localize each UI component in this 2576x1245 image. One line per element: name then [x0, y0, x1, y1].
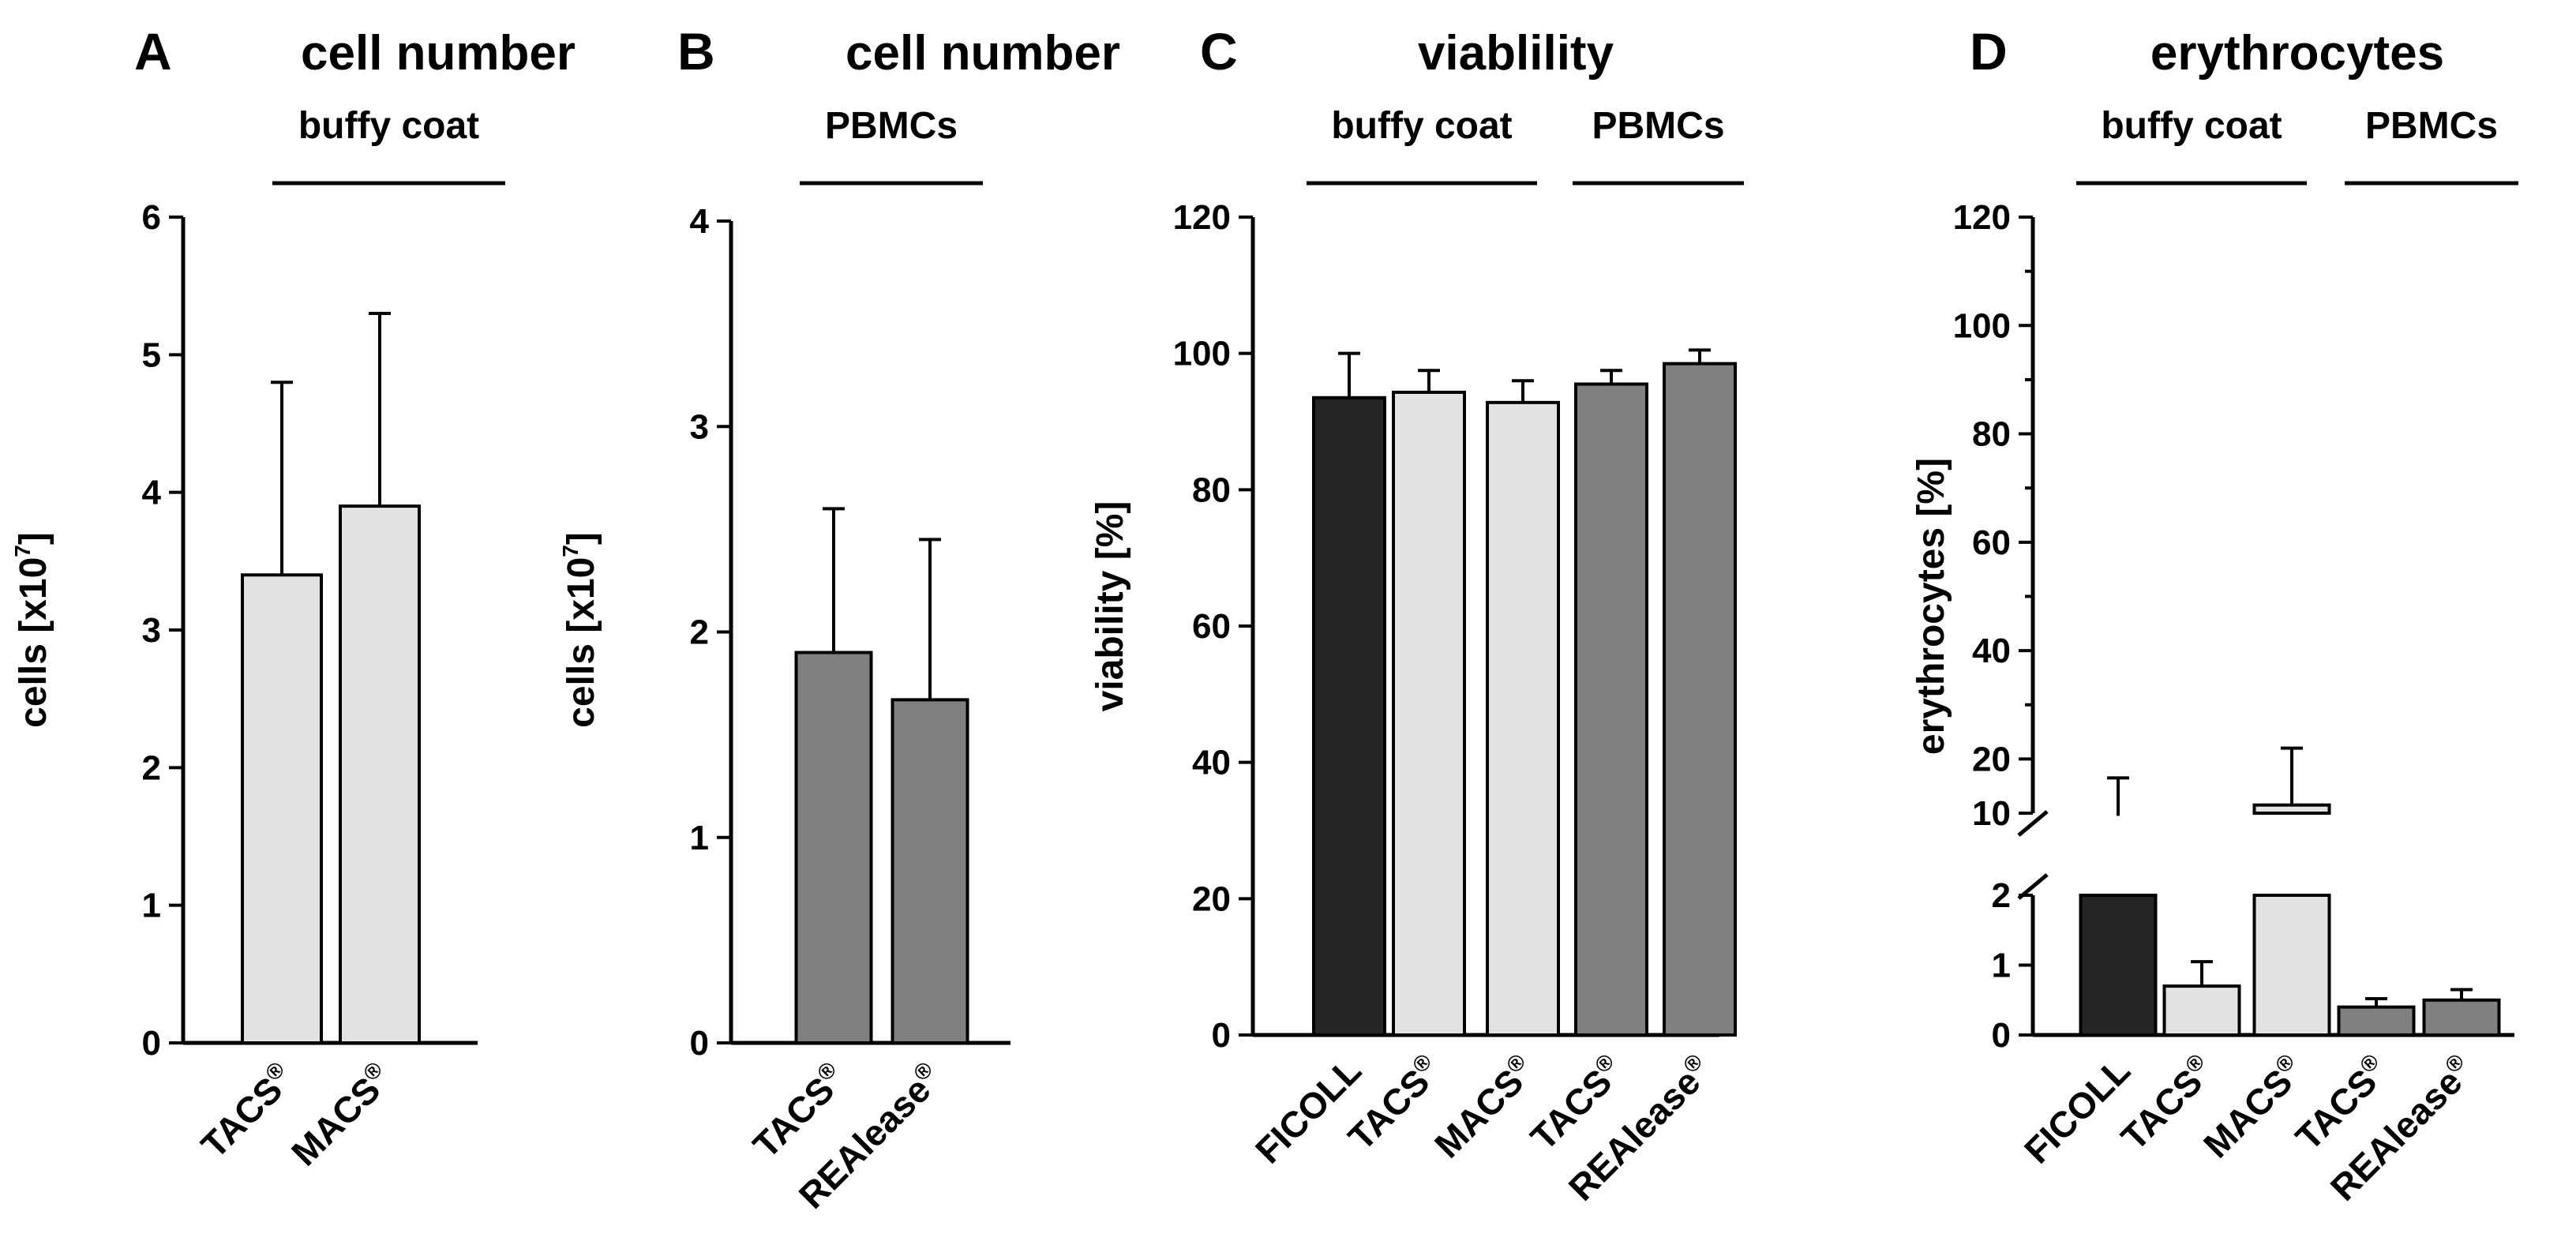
bar	[1392, 390, 1466, 1037]
bar	[2252, 803, 2331, 815]
y-tick-label: 80	[1972, 415, 2011, 454]
bar	[1486, 400, 1560, 1037]
y-tick-label: 2	[1992, 876, 2011, 915]
category-label: FICOLL	[2016, 1049, 2138, 1171]
y-tick-label: 4	[690, 202, 710, 241]
group-label: PBMCs	[1592, 105, 1724, 147]
y-tick-label: 4	[142, 474, 162, 512]
bar	[1312, 396, 1386, 1037]
y-tick-label: 1	[690, 819, 709, 857]
y-axis-label: cells [x107]	[558, 532, 602, 728]
y-tick-label: 1	[142, 887, 161, 925]
y-tick-label: 100	[1953, 306, 2011, 345]
group-label: buffy coat	[298, 105, 479, 147]
panel-title: erythrocytes	[2150, 26, 2444, 81]
y-tick-label: 80	[1192, 471, 1231, 509]
bar-lower-segment	[2252, 894, 2331, 1037]
y-tick-label: 10	[1972, 794, 2011, 833]
panel-label: D	[1970, 22, 2008, 81]
y-axis-label: viability [%]	[1089, 501, 1131, 712]
y-tick-label: 3	[690, 407, 709, 446]
panel-title: viablility	[1418, 26, 1614, 81]
y-tick-label: 120	[1953, 198, 2011, 237]
y-axis-label: erythrocytes [%]	[1910, 458, 1952, 755]
bar	[339, 504, 421, 1044]
y-tick-label: 6	[142, 198, 161, 237]
y-tick-label: 20	[1192, 879, 1231, 918]
y-tick-label: 1	[1992, 947, 2011, 985]
y-tick-label: 0	[1992, 1016, 2011, 1055]
bar	[2337, 1005, 2416, 1037]
y-tick-label: 20	[1972, 740, 2011, 778]
bar	[1663, 362, 1737, 1037]
y-tick-label: 40	[1192, 744, 1231, 782]
panel-label: A	[134, 22, 172, 81]
bar	[1574, 382, 1648, 1037]
category-label: FICOLL	[1247, 1049, 1369, 1171]
y-tick-label: 40	[1972, 632, 2011, 670]
bar	[241, 573, 323, 1044]
panel-label: C	[1200, 22, 1238, 81]
category-label: TACS®	[193, 1056, 302, 1165]
category-label: MACS®	[2195, 1048, 2312, 1165]
group-label: buffy coat	[2101, 105, 2282, 147]
bar	[794, 651, 873, 1045]
bar	[2422, 998, 2501, 1037]
group-label: buffy coat	[1331, 105, 1512, 147]
y-tick-label: 60	[1192, 607, 1231, 646]
y-tick-label: 100	[1173, 335, 1231, 373]
bar-lower-segment	[2079, 894, 2158, 1037]
bar	[891, 698, 969, 1044]
y-tick-label: 0	[142, 1024, 161, 1063]
y-tick-label: 3	[142, 611, 161, 650]
y-axis-label: cells [x107]	[10, 532, 54, 728]
category-label: MACS®	[1426, 1048, 1543, 1165]
group-label: PBMCs	[825, 105, 958, 147]
y-tick-label: 2	[142, 748, 161, 787]
y-tick-label: 120	[1173, 198, 1231, 237]
y-tick-label: 0	[690, 1024, 709, 1063]
panel-title: cell number	[301, 26, 576, 81]
panel-title: cell number	[846, 26, 1120, 81]
y-tick-label: 60	[1972, 523, 2011, 562]
y-tick-label: 2	[690, 613, 709, 652]
category-label: MACS®	[283, 1056, 399, 1173]
y-tick-label: 0	[1212, 1016, 1231, 1055]
bar	[2162, 984, 2241, 1037]
axis-break-mark	[2017, 810, 2049, 837]
y-tick-label: 5	[142, 336, 161, 374]
group-label: PBMCs	[2365, 105, 2498, 147]
panel-label: B	[677, 22, 715, 81]
